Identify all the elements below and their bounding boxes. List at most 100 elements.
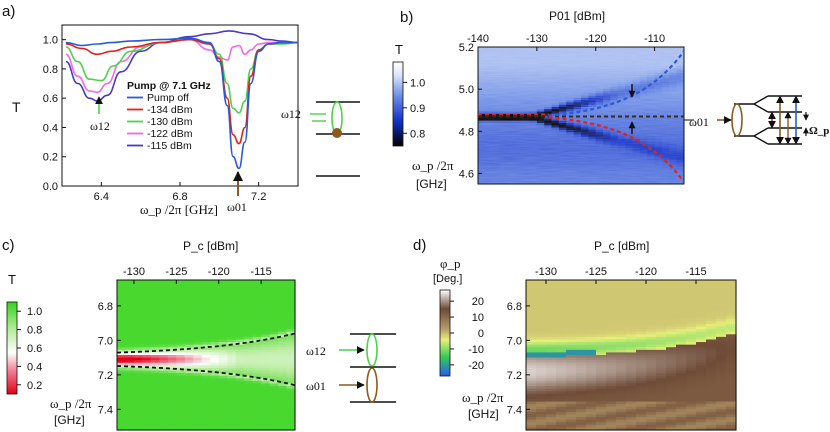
- heatmap-cell: [201, 414, 211, 418]
- colorbar-tick-label: 0.8: [27, 325, 42, 337]
- heatmap-cell: [244, 406, 254, 410]
- heatmap-cell: [666, 311, 677, 315]
- heatmap-cell: [193, 388, 203, 392]
- heatmap-cell: [210, 331, 220, 335]
- heatmap-cell: [176, 417, 186, 421]
- heatmap-cell: [536, 303, 547, 307]
- heatmap-cell: [666, 357, 677, 361]
- heatmap-cell: [586, 380, 597, 385]
- heatmap-cell: [616, 313, 627, 317]
- heatmap-cell: [117, 285, 127, 289]
- heatmap-cell: [210, 383, 220, 387]
- heatmap-cell: [696, 344, 707, 348]
- heatmap-cell: [626, 409, 637, 413]
- heatmap-cell: [117, 365, 127, 369]
- heatmap-cell: [184, 393, 194, 397]
- heatmap-cell: [646, 370, 657, 374]
- heatmap-cell: [686, 344, 697, 348]
- heatmap-cell: [576, 370, 587, 374]
- heatmap-cell: [184, 383, 194, 387]
- heatmap-cell: [606, 313, 617, 317]
- heatmap-cell: [193, 329, 203, 333]
- heatmap-cell: [244, 318, 254, 322]
- heatmap-cell: [646, 282, 657, 286]
- heatmap-cell: [133, 280, 144, 284]
- heatmap-cell: [125, 311, 135, 315]
- heatmap-cell: [269, 323, 279, 328]
- heatmap-cell: [244, 398, 254, 403]
- heatmap-cell: [696, 360, 707, 364]
- heatmap-cell: [142, 370, 152, 374]
- heatmap-cell: [244, 365, 254, 369]
- heatmap-cell: [184, 282, 194, 286]
- heatmap-cell: [696, 290, 707, 294]
- heatmap-cell: [286, 313, 296, 317]
- heatmap-cell: [566, 352, 577, 356]
- heatmap-cell: [556, 362, 567, 366]
- heatmap-cell: [142, 352, 152, 356]
- heatmap-cell: [596, 378, 607, 382]
- heatmap-cell: [193, 326, 203, 330]
- colorbar-tick-label: 0.4: [27, 361, 42, 373]
- heatmap-cell: [184, 404, 194, 408]
- heatmap-cell: [626, 331, 637, 335]
- heatmap-cell: [626, 323, 637, 328]
- heatmap-cell: [227, 347, 237, 351]
- heatmap-cell: [286, 280, 296, 284]
- heatmap-cell: [159, 316, 169, 320]
- heatmap-cell: [556, 417, 567, 421]
- heatmap-cell: [576, 414, 587, 418]
- heatmap-cell: [201, 404, 211, 408]
- heatmap-cell: [526, 362, 537, 366]
- heatmap-cell: [150, 409, 160, 413]
- heatmap-cell: [686, 303, 697, 307]
- heatmap-cell: [606, 308, 617, 312]
- heatmap-cell: [167, 295, 177, 299]
- heatmap-cell: [193, 414, 203, 418]
- heatmap-cell: [576, 355, 587, 359]
- heatmap-cell: [666, 362, 677, 366]
- heatmap-cell: [117, 287, 127, 291]
- heatmap-cell: [576, 417, 587, 421]
- heatmap-cell: [261, 370, 271, 374]
- heatmap-cell: [159, 424, 169, 429]
- heatmap-cell: [656, 336, 667, 341]
- heatmap-cell: [616, 427, 627, 431]
- heatmap-cell: [167, 280, 177, 284]
- level-omega12-label: ω12: [281, 107, 301, 121]
- heatmap-cell: [201, 409, 211, 413]
- heatmap-cell: [556, 280, 567, 284]
- heatmap-cell: [150, 303, 160, 307]
- heatmap-cell: [117, 409, 127, 413]
- heatmap-cell: [244, 373, 254, 377]
- heatmap-cell: [576, 303, 587, 307]
- heatmap-cell: [566, 360, 577, 364]
- heatmap-cell: [201, 365, 211, 369]
- heatmap-cell: [117, 391, 127, 395]
- heatmap-cell: [686, 362, 697, 366]
- heatmap-cell: [167, 362, 177, 366]
- heatmap-cell: [210, 367, 220, 372]
- heatmap-cell: [176, 393, 186, 397]
- heatmap-cell: [536, 316, 547, 320]
- heatmap-cell: [244, 329, 254, 333]
- heatmap-cell: [616, 365, 627, 369]
- heatmap-cell: [686, 370, 697, 374]
- heatmap-cell: [526, 386, 537, 390]
- heatmap-cell: [261, 316, 271, 320]
- heatmap-cell: [125, 352, 135, 356]
- heatmap-cell: [666, 313, 677, 317]
- heatmap-cell: [133, 308, 144, 312]
- heatmap-cell: [606, 360, 617, 364]
- panel-label-d: d): [413, 237, 426, 254]
- heatmap-cell: [227, 357, 237, 361]
- heatmap-cell: [586, 334, 597, 338]
- heatmap-cell: [133, 290, 144, 294]
- heatmap-cell: [218, 406, 228, 410]
- heatmap-cell: [125, 424, 135, 429]
- heatmap-cell: [150, 280, 160, 284]
- heatmap-cell: [696, 318, 707, 322]
- heatmap-cell: [546, 331, 557, 335]
- panel-a-ticks: 6.4 6.8 7.20.00.20.40.60.81.0: [43, 35, 267, 203]
- heatmap-cell: [218, 339, 228, 343]
